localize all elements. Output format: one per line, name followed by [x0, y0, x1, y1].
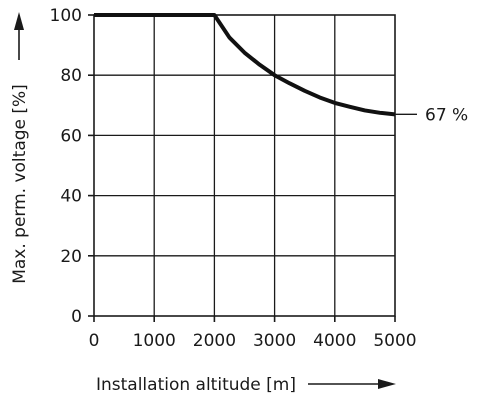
x-axis-tick-labels: 0 1000 2000 3000 4000 5000	[89, 331, 417, 351]
x-tick-label: 4000	[313, 331, 356, 351]
y-axis-title: Max. perm. voltage [%]	[10, 84, 30, 284]
plot-frame	[93, 14, 396, 317]
y-tick-label: 20	[60, 247, 82, 267]
x-tick-label: 3000	[253, 331, 296, 351]
voltage-derating-curve	[94, 13, 396, 117]
x-tick-label: 1000	[133, 331, 176, 351]
x-tick-label: 2000	[193, 331, 236, 351]
x-tick-label: 5000	[373, 331, 416, 351]
annotation-67-percent: 67 %	[425, 105, 468, 125]
x-tick-label: 0	[89, 331, 100, 351]
annotation-group: 67 %	[395, 105, 468, 125]
y-axis-tick-labels: 0 20 40 60 80 100	[50, 6, 82, 327]
y-axis-arrow-icon	[14, 12, 24, 60]
axis-ticks	[88, 14, 396, 322]
x-axis-arrow-icon	[308, 379, 396, 389]
y-tick-label: 0	[71, 307, 82, 327]
x-axis-title: Installation altitude [m]	[96, 375, 296, 395]
grid	[94, 15, 395, 316]
y-tick-label: 60	[60, 126, 82, 146]
y-tick-label: 100	[50, 6, 82, 26]
y-tick-label: 40	[60, 187, 82, 207]
y-tick-label: 80	[60, 66, 82, 86]
